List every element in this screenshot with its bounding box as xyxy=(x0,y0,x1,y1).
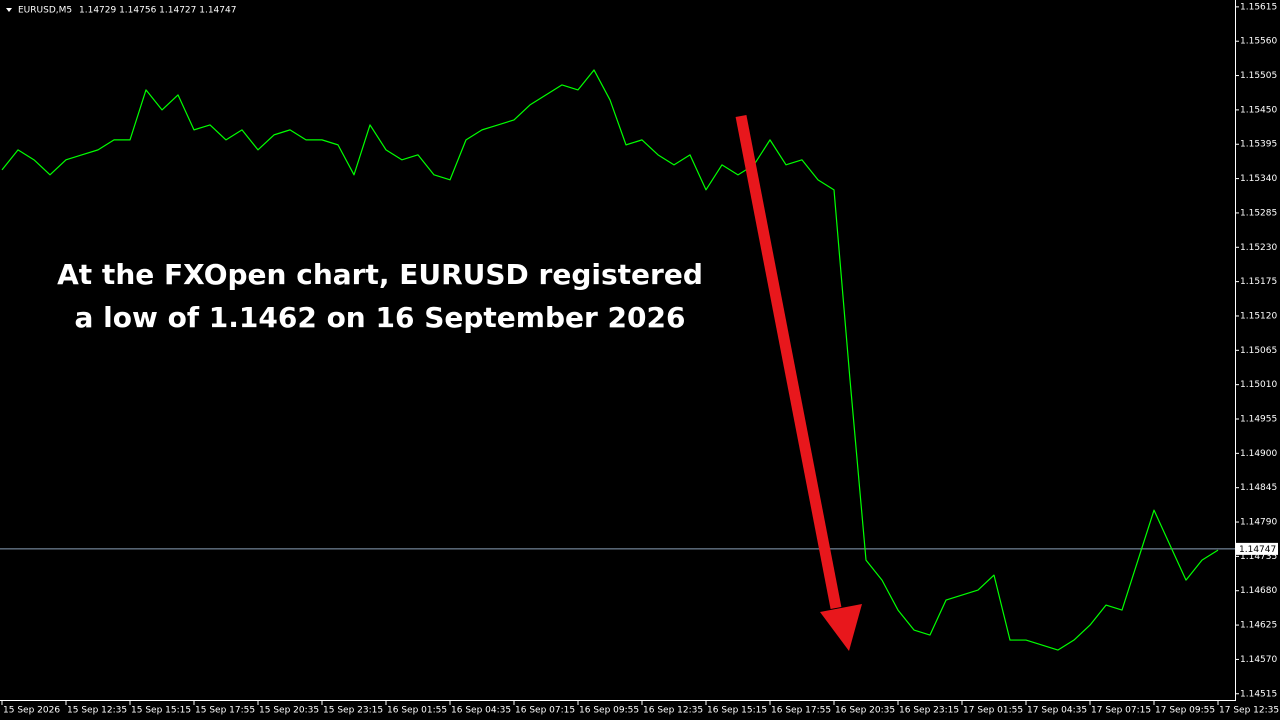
x-tick-label: 15 Sep 2026 xyxy=(3,706,60,716)
x-tick-label: 17 Sep 09:55 xyxy=(1155,706,1215,716)
arrow-head xyxy=(820,604,862,651)
y-tick-label: 1.15450 xyxy=(1240,105,1277,115)
y-tick-label: 1.14900 xyxy=(1240,449,1277,459)
price-line xyxy=(1,69,1219,651)
x-tick-label: 15 Sep 20:35 xyxy=(259,706,319,716)
x-tick-label: 17 Sep 01:55 xyxy=(963,706,1023,716)
y-tick-label: 1.15175 xyxy=(1240,277,1277,287)
x-tick-label: 15 Sep 12:35 xyxy=(67,706,127,716)
y-tick-label: 1.14515 xyxy=(1240,689,1277,699)
annotation-line: a low of 1.1462 on 16 September 2026 xyxy=(75,301,686,334)
x-tick-label: 16 Sep 17:55 xyxy=(771,706,831,716)
y-tick-label: 1.15560 xyxy=(1240,37,1277,47)
current-price-box xyxy=(1236,542,1278,555)
x-tick-label: 17 Sep 04:35 xyxy=(1027,706,1087,716)
x-tick-label: 16 Sep 07:15 xyxy=(515,706,575,716)
y-tick-label: 1.14845 xyxy=(1240,483,1277,493)
y-tick-label: 1.15285 xyxy=(1240,208,1277,218)
y-tick-label: 1.15395 xyxy=(1240,140,1277,150)
x-tick-label: 16 Sep 01:55 xyxy=(387,706,447,716)
plot-area xyxy=(0,69,1235,651)
x-tick-label: 15 Sep 15:15 xyxy=(131,706,191,716)
y-tick-label: 1.15065 xyxy=(1240,346,1277,356)
annotation-line: At the FXOpen chart, EURUSD registered xyxy=(57,258,703,291)
y-tick-label: 1.15230 xyxy=(1240,243,1277,253)
y-tick-label: 1.14735 xyxy=(1240,552,1277,562)
x-tick-label: 16 Sep 09:55 xyxy=(579,706,639,716)
x-tick-label: 16 Sep 23:15 xyxy=(899,706,959,716)
x-tick-label: 16 Sep 20:35 xyxy=(835,706,895,716)
y-tick-label: 1.14625 xyxy=(1240,621,1277,631)
symbol-label: EURUSD,M5 xyxy=(18,6,72,16)
y-tick-label: 1.15615 xyxy=(1240,2,1277,12)
y-tick-label: 1.14955 xyxy=(1240,415,1277,425)
menu-triangle[interactable] xyxy=(6,8,12,12)
x-tick-label: 16 Sep 04:35 xyxy=(451,706,511,716)
ohlc-label: 1.14729 1.14756 1.14727 1.14747 xyxy=(79,6,236,16)
y-tick-label: 1.14790 xyxy=(1240,518,1277,528)
x-tick-label: 15 Sep 23:15 xyxy=(323,706,383,716)
y-tick-label: 1.14680 xyxy=(1240,586,1277,596)
down-arrow xyxy=(735,114,862,651)
x-tick-label: 16 Sep 12:35 xyxy=(643,706,703,716)
y-tick-label: 1.14570 xyxy=(1240,655,1277,665)
y-tick-label: 1.15010 xyxy=(1240,380,1277,390)
y-tick-label: 1.15340 xyxy=(1240,174,1277,184)
x-tick-label: 17 Sep 07:15 xyxy=(1091,706,1151,716)
current-price-label: 1.14747 xyxy=(1239,545,1276,555)
x-tick-label: 17 Sep 12:35 xyxy=(1219,706,1279,716)
arrow-shaft xyxy=(735,114,842,610)
x-tick-label: 16 Sep 15:15 xyxy=(707,706,767,716)
y-tick-label: 1.15120 xyxy=(1240,311,1277,321)
x-tick-label: 15 Sep 17:55 xyxy=(195,706,255,716)
y-tick-label: 1.15505 xyxy=(1240,71,1277,81)
